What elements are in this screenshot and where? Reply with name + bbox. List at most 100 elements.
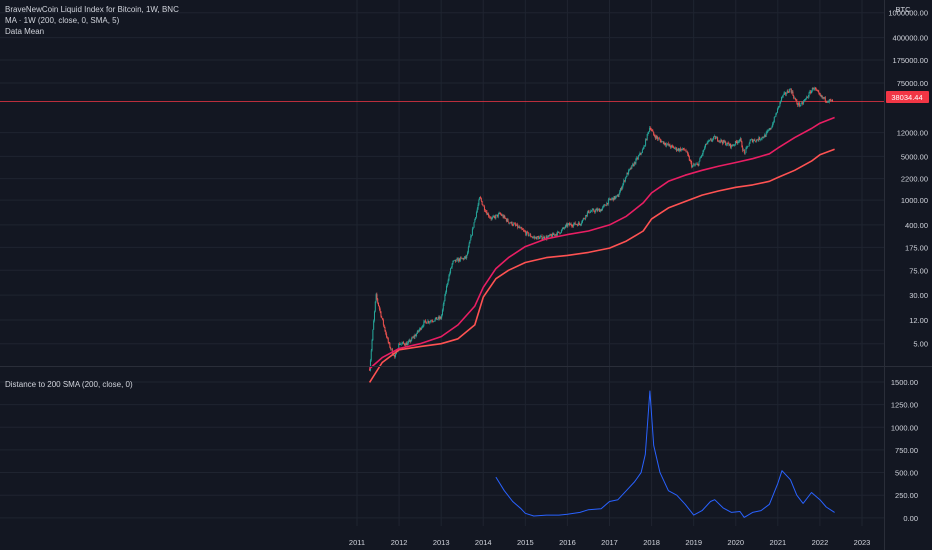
candle-body [507,219,509,222]
candle-body [821,95,823,98]
candle-body [830,100,832,101]
candle-body [807,96,809,98]
candle-body [622,183,624,187]
candle-body [823,97,825,99]
candle-body [557,231,559,233]
price-candle [389,342,391,349]
candle-body [424,320,426,322]
price-candle [574,221,576,225]
price-candle [690,159,692,165]
candle-body [465,256,467,259]
candle-body [782,94,784,97]
price-candle [577,221,579,226]
price-candle [598,208,600,212]
price-candle [802,99,804,106]
price-candle [755,139,757,143]
price-candle [425,321,427,324]
candle-body [459,257,461,261]
candle-body [422,325,424,327]
price-candle [827,100,829,104]
candle-body [825,101,827,102]
candle-body [820,95,822,97]
price-candle [637,155,639,161]
price-candle [401,341,403,344]
price-candle [475,210,477,219]
candle-body [713,136,715,137]
candle-body [670,146,672,148]
candle-body [546,236,548,239]
candle-body [414,335,416,338]
candle-body [749,140,751,144]
price-candle [825,100,827,104]
symbol-title[interactable]: BraveNewCoin Liquid Index for Bitcoin, 1… [5,5,179,14]
price-candle [453,260,455,262]
price-candle [679,148,681,153]
time-axis-tick: 2020 [727,538,744,547]
candle-body [558,231,560,233]
candle-body [624,180,626,182]
candle-body [597,209,599,211]
candle-body [667,143,669,146]
candle-body [779,102,781,106]
candle-body [389,343,391,348]
candle-body [764,134,766,137]
candle-body [777,106,779,109]
price-candle [672,145,674,148]
candle-body [718,140,720,142]
price-candle [505,218,507,223]
candle-body [657,137,659,140]
price-candle [622,182,624,189]
price-candle [499,212,501,215]
candle-body [400,343,402,345]
price-candle [422,324,424,328]
candle-body [773,117,775,123]
ma-legend[interactable]: MA · 1W (200, close, 0, SMA, 5) [5,16,120,25]
price-candle [403,340,405,344]
price-candle [390,348,392,351]
price-candle [764,134,766,138]
candle-body [726,142,728,145]
candle-body [587,210,589,213]
candle-body [812,88,814,90]
candle-body [763,137,765,139]
candle-body [747,145,749,147]
candle-body [543,236,545,240]
candle-body [795,99,797,101]
price-candle [414,333,416,340]
candle-body [769,128,771,130]
candle-body [527,232,529,236]
price-candle [686,151,688,153]
price-candle [799,105,801,107]
price-candle [809,89,811,94]
candle-body [635,159,637,164]
price-candle [772,120,774,126]
price-candle [640,152,642,156]
candle-body [496,214,498,217]
candle-body [576,224,578,225]
candle-body [649,127,651,132]
price-candle [720,138,722,144]
candle-body [768,130,770,131]
price-candle [747,145,749,147]
candle-body [539,236,541,238]
candle-body [724,141,726,143]
price-candle [724,140,726,143]
price-candle [405,341,407,346]
price-candle [594,210,596,214]
candle-body [761,136,763,139]
price-candle [434,317,436,322]
candle-body [471,235,473,236]
data-mean-legend[interactable]: Data Mean [5,27,45,36]
candle-body [526,231,528,235]
candle-body [387,338,389,343]
distance-indicator-legend[interactable]: Distance to 200 SMA (200, close, 0) [5,380,133,389]
candle-body [531,237,533,238]
price-candle [611,197,613,201]
candle-body [606,202,608,206]
candle-body [632,164,634,166]
candle-body [509,222,511,224]
candle-body [790,88,792,93]
